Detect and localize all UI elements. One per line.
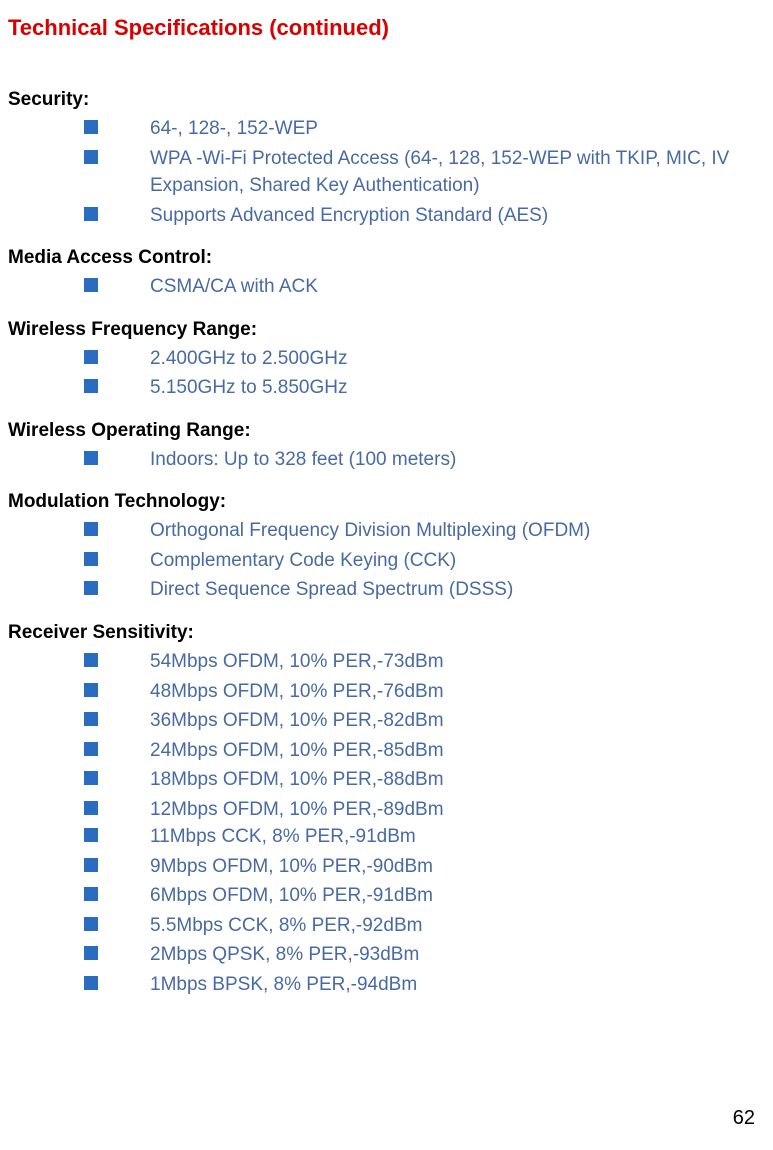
list-item: CSMA/CA with ACK (8, 273, 765, 301)
bullet-icon (84, 683, 98, 697)
bullet-text: 2.400GHz to 2.500GHz (150, 345, 348, 373)
bullet-icon (84, 946, 98, 960)
bullet-text: Supports Advanced Encryption Standard (A… (150, 202, 548, 230)
list-item: WPA -Wi-Fi Protected Access (64-, 128, 1… (8, 145, 765, 200)
bullet-text: 36Mbps OFDM, 10% PER,-82dBm (150, 707, 444, 735)
list-item: 54Mbps OFDM, 10% PER,-73dBm (8, 648, 765, 676)
list-item: 6Mbps OFDM, 10% PER,-91dBm (8, 882, 765, 910)
list-item: Indoors: Up to 328 feet (100 meters) (8, 446, 765, 474)
bullet-icon (84, 976, 98, 990)
section-heading: Security: (8, 89, 765, 111)
bullet-text: Indoors: Up to 328 feet (100 meters) (150, 446, 456, 474)
bullet-text: 54Mbps OFDM, 10% PER,-73dBm (150, 648, 444, 676)
list-item: 64-, 128-, 152-WEP (8, 115, 765, 143)
bullet-icon (84, 858, 98, 872)
bullet-text: CSMA/CA with ACK (150, 273, 318, 301)
list-item: 11Mbps CCK, 8% PER,-91dBm (8, 823, 765, 851)
list-item: 2.400GHz to 2.500GHz (8, 345, 765, 373)
bullet-icon (84, 581, 98, 595)
bullet-text: 5.5Mbps CCK, 8% PER,-92dBm (150, 912, 422, 940)
bullet-icon (84, 379, 98, 393)
bullet-text: Complementary Code Keying (CCK) (150, 547, 456, 575)
bullet-text: 18Mbps OFDM, 10% PER,-88dBm (150, 766, 444, 794)
list-item: Complementary Code Keying (CCK) (8, 547, 765, 575)
bullet-icon (84, 887, 98, 901)
bullet-icon (84, 801, 98, 815)
list-item: 1Mbps BPSK, 8% PER,-94dBm (8, 971, 765, 999)
bullet-text: 48Mbps OFDM, 10% PER,-76dBm (150, 678, 444, 706)
bullet-text: 11Mbps CCK, 8% PER,-91dBm (150, 823, 416, 851)
section-heading: Receiver Sensitivity: (8, 622, 765, 644)
section-media-access: Media Access Control: CSMA/CA with ACK (8, 247, 765, 301)
bullet-icon (84, 522, 98, 536)
page-title: Technical Specifications (continued) (8, 15, 765, 41)
bullet-text: WPA -Wi-Fi Protected Access (64-, 128, 1… (150, 145, 765, 200)
list-item: 5.5Mbps CCK, 8% PER,-92dBm (8, 912, 765, 940)
bullet-icon (84, 771, 98, 785)
list-item: 48Mbps OFDM, 10% PER,-76dBm (8, 678, 765, 706)
bullet-text: 24Mbps OFDM, 10% PER,-85dBm (150, 737, 444, 765)
list-item: 2Mbps QPSK, 8% PER,-93dBm (8, 941, 765, 969)
bullet-icon (84, 552, 98, 566)
bullet-text: 5.150GHz to 5.850GHz (150, 374, 348, 402)
section-heading: Wireless Frequency Range: (8, 319, 765, 341)
bullet-icon (84, 207, 98, 221)
list-item: Supports Advanced Encryption Standard (A… (8, 202, 765, 230)
bullet-icon (84, 917, 98, 931)
bullet-text: 12Mbps OFDM, 10% PER,-89dBm (150, 796, 444, 824)
section-security: Security: 64-, 128-, 152-WEP WPA -Wi-Fi … (8, 89, 765, 229)
section-receiver-sensitivity: Receiver Sensitivity: 54Mbps OFDM, 10% P… (8, 622, 765, 999)
section-heading: Wireless Operating Range: (8, 420, 765, 442)
page-number: 62 (733, 1107, 755, 1130)
list-item: 24Mbps OFDM, 10% PER,-85dBm (8, 737, 765, 765)
section-heading: Media Access Control: (8, 247, 765, 269)
bullet-icon (84, 350, 98, 364)
bullet-icon (84, 120, 98, 134)
list-item: Orthogonal Frequency Division Multiplexi… (8, 517, 765, 545)
list-item: 5.150GHz to 5.850GHz (8, 374, 765, 402)
bullet-text: 9Mbps OFDM, 10% PER,-90dBm (150, 853, 433, 881)
bullet-text: 6Mbps OFDM, 10% PER,-91dBm (150, 882, 433, 910)
bullet-text: 64-, 128-, 152-WEP (150, 115, 318, 143)
bullet-icon (84, 742, 98, 756)
bullet-text: 2Mbps QPSK, 8% PER,-93dBm (150, 941, 419, 969)
bullet-text: 1Mbps BPSK, 8% PER,-94dBm (150, 971, 417, 999)
list-item: 12Mbps OFDM, 10% PER,-89dBm (8, 796, 765, 824)
section-modulation: Modulation Technology: Orthogonal Freque… (8, 491, 765, 604)
bullet-icon (84, 653, 98, 667)
bullet-icon (84, 451, 98, 465)
section-heading: Modulation Technology: (8, 491, 765, 513)
bullet-icon (84, 828, 98, 842)
list-item: Direct Sequence Spread Spectrum (DSSS) (8, 576, 765, 604)
list-item: 9Mbps OFDM, 10% PER,-90dBm (8, 853, 765, 881)
section-operating-range: Wireless Operating Range: Indoors: Up to… (8, 420, 765, 474)
list-item: 36Mbps OFDM, 10% PER,-82dBm (8, 707, 765, 735)
bullet-icon (84, 278, 98, 292)
section-frequency-range: Wireless Frequency Range: 2.400GHz to 2.… (8, 319, 765, 402)
bullet-text: Direct Sequence Spread Spectrum (DSSS) (150, 576, 513, 604)
bullet-icon (84, 712, 98, 726)
bullet-text: Orthogonal Frequency Division Multiplexi… (150, 517, 590, 545)
bullet-icon (84, 150, 98, 164)
list-item: 18Mbps OFDM, 10% PER,-88dBm (8, 766, 765, 794)
